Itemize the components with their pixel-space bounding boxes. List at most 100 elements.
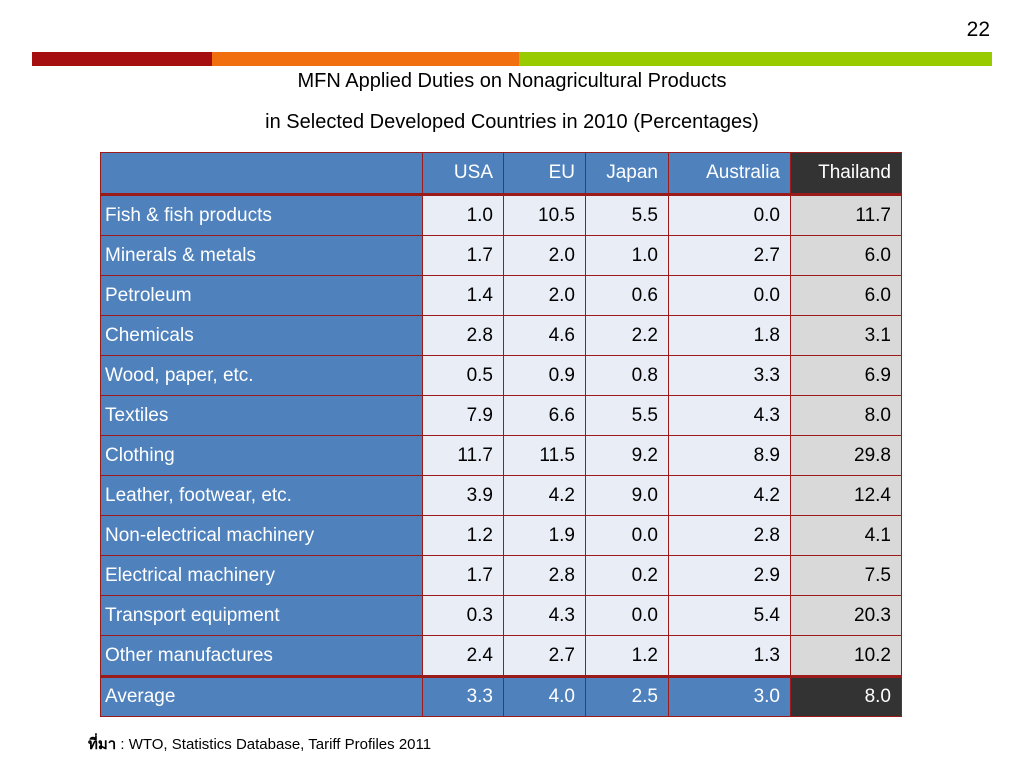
source-label: ที่มา xyxy=(88,735,117,753)
cell-thailand: 7.5 xyxy=(790,555,902,596)
row-category: Wood, paper, etc. xyxy=(100,355,423,396)
slide-title-line-2: in Selected Developed Countries in 2010 … xyxy=(265,111,759,133)
header-usa: USA xyxy=(422,152,504,196)
cell-australia: 3.3 xyxy=(668,355,791,396)
cell-australia: 5.4 xyxy=(668,595,791,636)
cell-japan: 0.2 xyxy=(585,555,669,596)
page-number: 22 xyxy=(966,18,990,41)
cell-eu: 10.5 xyxy=(503,194,586,236)
cell-thailand: 4.1 xyxy=(790,515,902,556)
cell-australia: 1.8 xyxy=(668,315,791,356)
cell-australia: 2.7 xyxy=(668,235,791,276)
cell-japan: 9.0 xyxy=(585,475,669,516)
row-category: Minerals & metals xyxy=(100,235,423,276)
table-row: Wood, paper, etc. 0.5 0.9 0.8 3.3 6.9 xyxy=(100,355,902,396)
table-row: Petroleum 1.4 2.0 0.6 0.0 6.0 xyxy=(100,275,902,316)
table-row: Other manufactures 2.4 2.7 1.2 1.3 10.2 xyxy=(100,635,902,677)
table-row: Chemicals 2.8 4.6 2.2 1.8 3.1 xyxy=(100,315,902,356)
cell-usa: 1.4 xyxy=(422,275,504,316)
cell-japan: 1.0 xyxy=(585,235,669,276)
cell-australia: 0.0 xyxy=(668,275,791,316)
accent-bar-green xyxy=(519,52,992,66)
cell-usa: 1.7 xyxy=(422,555,504,596)
cell-usa: 11.7 xyxy=(422,435,504,476)
average-usa: 3.3 xyxy=(422,675,504,717)
table-header-row: USA EU Japan Australia Thailand xyxy=(100,152,902,196)
table-row: Leather, footwear, etc. 3.9 4.2 9.0 4.2 12.4 xyxy=(100,475,902,516)
cell-eu: 4.6 xyxy=(503,315,586,356)
header-eu: EU xyxy=(503,152,586,196)
cell-thailand: 11.7 xyxy=(790,194,902,236)
accent-bar-orange xyxy=(212,52,519,66)
cell-usa: 0.5 xyxy=(422,355,504,396)
cell-australia: 4.3 xyxy=(668,395,791,436)
header-japan: Japan xyxy=(585,152,669,196)
cell-usa: 1.7 xyxy=(422,235,504,276)
cell-japan: 9.2 xyxy=(585,435,669,476)
cell-thailand: 6.9 xyxy=(790,355,902,396)
accent-bar xyxy=(32,52,992,66)
cell-eu: 4.2 xyxy=(503,475,586,516)
table-row: Non-electrical machinery 1.2 1.9 0.0 2.8 4.1 xyxy=(100,515,902,556)
cell-thailand: 3.1 xyxy=(790,315,902,356)
cell-eu: 1.9 xyxy=(503,515,586,556)
row-category: Chemicals xyxy=(100,315,423,356)
header-thailand: Thailand xyxy=(790,152,902,196)
cell-australia: 4.2 xyxy=(668,475,791,516)
row-category: Other manufactures xyxy=(100,635,423,677)
table-row: Clothing 11.7 11.5 9.2 8.9 29.8 xyxy=(100,435,902,476)
cell-usa: 7.9 xyxy=(422,395,504,436)
header-australia: Australia xyxy=(668,152,791,196)
cell-usa: 3.9 xyxy=(422,475,504,516)
cell-usa: 0.3 xyxy=(422,595,504,636)
source-separator: : xyxy=(116,736,129,753)
cell-eu: 2.0 xyxy=(503,275,586,316)
source-text: WTO, Statistics Database, Tariff Profile… xyxy=(128,736,432,753)
duties-table: USA EU Japan Australia Thailand Fish & f… xyxy=(100,152,902,717)
row-category: Electrical machinery xyxy=(100,555,423,596)
cell-japan: 1.2 xyxy=(585,635,669,677)
source-note: ที่มา : WTO, Statistics Database, Tariff… xyxy=(88,732,431,756)
table-row: Textiles 7.9 6.6 5.5 4.3 8.0 xyxy=(100,395,902,436)
average-row: Average 3.3 4.0 2.5 3.0 8.0 xyxy=(100,675,902,717)
cell-japan: 2.2 xyxy=(585,315,669,356)
cell-usa: 1.0 xyxy=(422,194,504,236)
slide-title-line-1: MFN Applied Duties on Nonagricultural Pr… xyxy=(297,70,727,92)
average-australia: 3.0 xyxy=(668,675,791,717)
accent-bar-red xyxy=(32,52,212,66)
row-category: Leather, footwear, etc. xyxy=(100,475,423,516)
table-row: Fish & fish products 1.0 10.5 5.5 0.0 11.7 xyxy=(100,194,902,236)
cell-eu: 0.9 xyxy=(503,355,586,396)
row-category: Textiles xyxy=(100,395,423,436)
cell-usa: 2.4 xyxy=(422,635,504,677)
row-category: Non-electrical machinery xyxy=(100,515,423,556)
cell-thailand: 6.0 xyxy=(790,275,902,316)
header-category-cell xyxy=(100,152,423,196)
row-category: Fish & fish products xyxy=(100,194,423,236)
cell-japan: 0.0 xyxy=(585,515,669,556)
cell-thailand: 10.2 xyxy=(790,635,902,677)
cell-japan: 5.5 xyxy=(585,395,669,436)
cell-usa: 1.2 xyxy=(422,515,504,556)
cell-thailand: 8.0 xyxy=(790,395,902,436)
average-label: Average xyxy=(100,675,423,717)
average-eu: 4.0 xyxy=(503,675,586,717)
cell-eu: 6.6 xyxy=(503,395,586,436)
cell-australia: 1.3 xyxy=(668,635,791,677)
average-thailand: 8.0 xyxy=(790,675,902,717)
cell-japan: 5.5 xyxy=(585,194,669,236)
cell-eu: 2.7 xyxy=(503,635,586,677)
row-category: Petroleum xyxy=(100,275,423,316)
cell-eu: 4.3 xyxy=(503,595,586,636)
cell-japan: 0.8 xyxy=(585,355,669,396)
table-row: Minerals & metals 1.7 2.0 1.0 2.7 6.0 xyxy=(100,235,902,276)
table-body: Fish & fish products 1.0 10.5 5.5 0.0 11.7 Min… xyxy=(100,194,902,677)
row-category: Clothing xyxy=(100,435,423,476)
cell-eu: 11.5 xyxy=(503,435,586,476)
cell-eu: 2.0 xyxy=(503,235,586,276)
cell-thailand: 6.0 xyxy=(790,235,902,276)
cell-australia: 8.9 xyxy=(668,435,791,476)
cell-eu: 2.8 xyxy=(503,555,586,596)
average-japan: 2.5 xyxy=(585,675,669,717)
cell-thailand: 12.4 xyxy=(790,475,902,516)
